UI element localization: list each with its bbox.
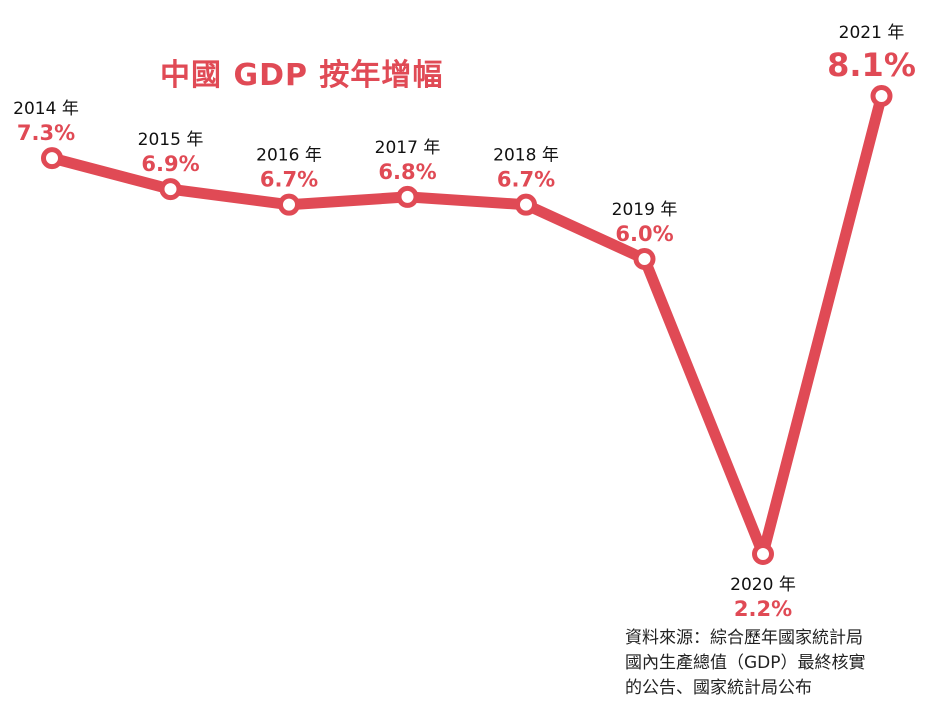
value-label-2019: 6.0% — [615, 222, 673, 246]
year-label-2016: 2016 年 — [256, 146, 322, 166]
year-label-2014: 2014 年 — [13, 99, 79, 119]
data-point-2019 — [633, 248, 656, 271]
chart-title: 中國 GDP 按年增幅 — [160, 58, 444, 93]
data-point-2020 — [752, 543, 774, 565]
year-label-2018: 2018 年 — [493, 146, 559, 166]
source-line-2: 國內生產總值（GDP）最終核實 — [625, 653, 866, 673]
year-label-2017: 2017 年 — [375, 138, 441, 158]
value-label-2016: 6.7% — [260, 168, 318, 192]
data-point-2014 — [41, 147, 63, 170]
value-label-2020: 2.2% — [734, 597, 792, 621]
year-label-2021: 2021 年 — [839, 23, 905, 43]
value-label-2018: 6.7% — [497, 168, 555, 192]
value-label-2017: 6.8% — [378, 160, 436, 184]
value-label-2021: 8.1% — [827, 46, 916, 84]
value-label-2014: 7.3% — [17, 121, 75, 145]
series-line — [46, 90, 887, 560]
source-line-1: 資料來源：綜合歷年國家統計局 — [625, 628, 863, 648]
value-label-2015: 6.9% — [141, 152, 199, 176]
source-note: 資料來源：綜合歷年國家統計局 國內生產總值（GDP）最終核實 的公告、國家統計局… — [625, 626, 925, 701]
year-label-2015: 2015 年 — [138, 130, 204, 150]
source-line-3: 的公告、國家統計局公布 — [625, 678, 812, 698]
data-point-2016 — [278, 193, 300, 216]
data-point-2017 — [396, 185, 419, 208]
data-point-2018 — [515, 193, 537, 216]
year-label-2019: 2019 年 — [612, 200, 678, 220]
data-point-2015 — [159, 178, 182, 201]
year-label-2020: 2020 年 — [730, 575, 796, 595]
data-point-2021 — [870, 85, 893, 107]
